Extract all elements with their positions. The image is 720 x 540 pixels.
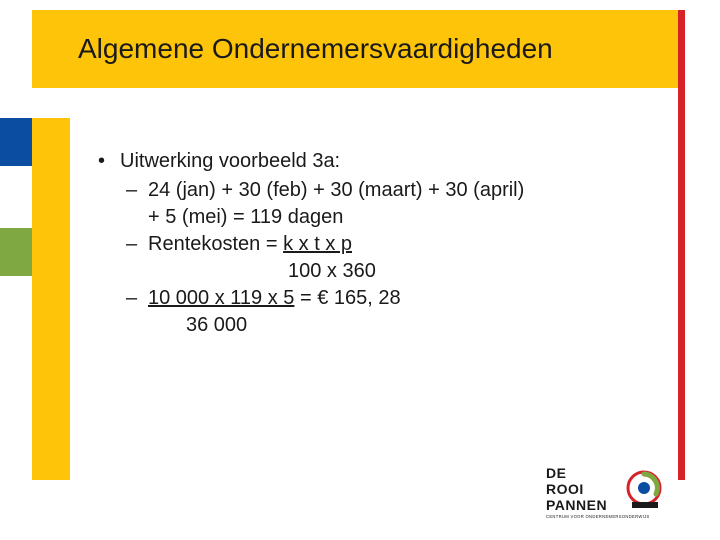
sub1-line1: 24 (jan) + 30 (feb) + 30 (maart) + 30 (a…	[148, 177, 524, 204]
title-band: Algemene Ondernemersvaardigheden	[32, 10, 678, 88]
sub3-result: = € 165, 28	[294, 287, 400, 309]
logo-text-rooi: ROOI	[546, 481, 584, 497]
sub-item-3: – 10 000 x 119 x 5 = € 165, 28	[98, 285, 658, 312]
bullet-dot: •	[98, 148, 112, 175]
blue-square	[0, 118, 32, 166]
logo-text-pannen: PANNEN	[546, 497, 607, 513]
logo-icon	[628, 472, 660, 508]
sub1-line2-wrap: + 5 (mei) = 119 dagen	[98, 204, 658, 231]
logo-subtitle: CENTRUM VOOR ONDERNEMERSONDERWIJS	[546, 514, 650, 519]
sub-dash: –	[126, 285, 140, 312]
bullet-main: • Uitwerking voorbeeld 3a:	[98, 148, 658, 175]
sub-dash: –	[126, 177, 140, 204]
green-square	[0, 228, 32, 276]
sub2-numerator: k x t x p	[283, 233, 352, 255]
sub3-wrap: 10 000 x 119 x 5 = € 165, 28	[148, 285, 401, 312]
logo-svg: DE ROOI PANNEN CENTRUM VOOR ONDERNEMERSO…	[546, 464, 696, 522]
sub2-wrap: Rentekosten = k x t x p	[148, 231, 352, 258]
yellow-column	[32, 118, 70, 480]
sub-item-2: – Rentekosten = k x t x p	[98, 231, 658, 258]
sub2-text: Rentekosten =	[148, 233, 283, 255]
sub2-denominator: 100 x 360	[98, 258, 658, 285]
logo-text-de: DE	[546, 465, 566, 481]
bullet-label: Uitwerking voorbeeld 3a:	[120, 148, 340, 175]
sub1-line2: + 5 (mei) = 119 dagen	[148, 206, 343, 228]
sub-dash: –	[126, 231, 140, 258]
sub3-denominator: 36 000	[98, 312, 658, 339]
page-title: Algemene Ondernemersvaardigheden	[78, 33, 553, 65]
logo: DE ROOI PANNEN CENTRUM VOOR ONDERNEMERSO…	[546, 464, 696, 522]
content-area: • Uitwerking voorbeeld 3a: – 24 (jan) + …	[98, 148, 658, 339]
red-stripe	[678, 10, 685, 480]
sub-item-1: – 24 (jan) + 30 (feb) + 30 (maart) + 30 …	[98, 177, 658, 204]
sub3-numerator: 10 000 x 119 x 5	[148, 287, 294, 309]
